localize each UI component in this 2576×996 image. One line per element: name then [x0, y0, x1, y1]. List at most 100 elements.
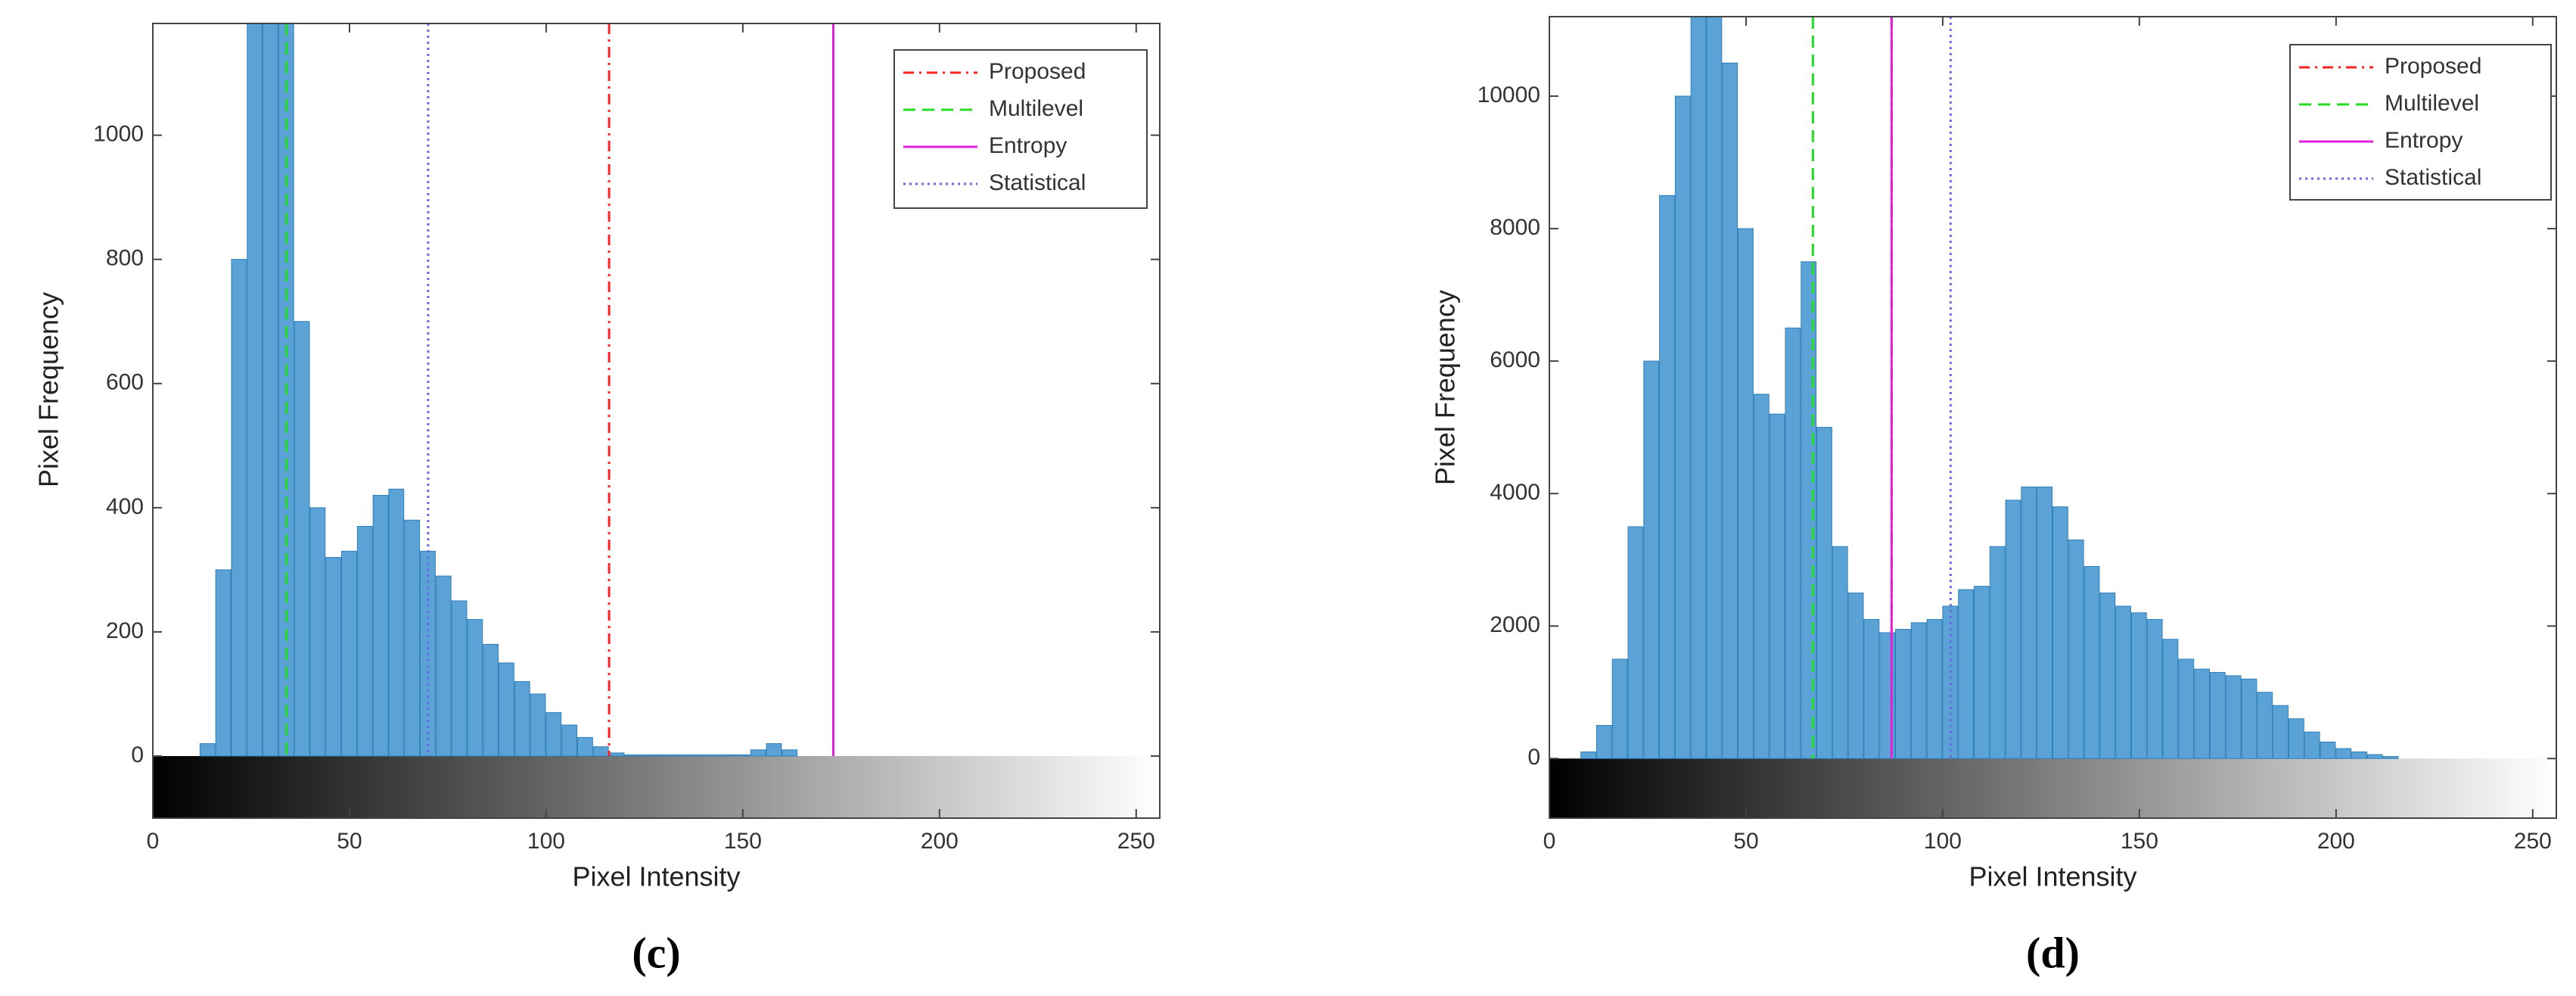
- bar: [561, 724, 578, 757]
- bar: [2304, 731, 2320, 759]
- y-tick-label: 6000: [1490, 347, 1540, 372]
- bar: [215, 569, 231, 757]
- bar: [1847, 592, 1864, 759]
- bar: [687, 754, 704, 757]
- y-tick-label: 2000: [1490, 612, 1540, 637]
- bars: [1580, 17, 2399, 759]
- bar: [1674, 95, 1691, 759]
- legend-label: Multilevel: [2385, 91, 2479, 116]
- bar: [2068, 539, 2084, 759]
- intensity-gradient: [1549, 758, 2556, 818]
- x-tick-label: 200: [921, 829, 959, 854]
- bar: [341, 550, 357, 757]
- bar: [404, 519, 421, 757]
- bar: [2099, 592, 2116, 759]
- y-axis-label: Pixel Frequency: [1430, 290, 1461, 485]
- bar: [2335, 748, 2352, 759]
- caption: (d): [2026, 928, 2080, 977]
- bar: [1643, 360, 1660, 759]
- bar: [703, 754, 719, 757]
- x-tick-label: 0: [1543, 829, 1556, 854]
- bar: [1580, 751, 1596, 759]
- bar: [2115, 605, 2131, 759]
- y-tick-label: 800: [106, 246, 144, 271]
- bar: [2083, 565, 2100, 759]
- bar: [2241, 678, 2257, 759]
- bar: [719, 754, 735, 757]
- y-tick-label: 10000: [1478, 82, 1540, 107]
- bar: [2225, 675, 2242, 759]
- y-tick-label: 200: [106, 618, 144, 643]
- bar: [2005, 500, 2021, 759]
- bar: [247, 23, 263, 757]
- bar: [2194, 668, 2210, 759]
- bars: [199, 23, 798, 757]
- legend-label: Entropy: [2385, 128, 2463, 153]
- chart: 0 200 400 600 800 1000 0 50 100 150 200 250 Pixel In…: [33, 23, 1161, 977]
- bar: [278, 23, 294, 757]
- x-tick-label: 0: [147, 829, 160, 854]
- bar: [199, 743, 216, 757]
- bar: [640, 754, 656, 757]
- bar: [2052, 506, 2068, 759]
- y-tick-label: 4000: [1490, 480, 1540, 505]
- x-tick-label: 250: [1117, 829, 1155, 854]
- bar: [2021, 486, 2037, 759]
- x-tick-label: 100: [1924, 829, 1962, 854]
- y-axis-label: Pixel Frequency: [33, 292, 64, 487]
- bar: [1659, 195, 1675, 759]
- x-tick-label: 150: [724, 829, 762, 854]
- bar: [2320, 741, 2336, 759]
- bar: [356, 525, 373, 757]
- bar: [1926, 618, 1943, 759]
- legend-label: Multilevel: [989, 96, 1083, 121]
- bar: [309, 507, 326, 757]
- bar: [451, 600, 468, 757]
- intensity-gradient: [153, 755, 1160, 818]
- bar: [499, 662, 514, 757]
- bar: [2037, 486, 2052, 759]
- bar: [1706, 17, 1723, 759]
- bar: [1785, 327, 1801, 759]
- y-tick-label: 0: [131, 742, 144, 767]
- bar: [1958, 589, 1975, 759]
- bar: [514, 681, 530, 757]
- y-tick-label: 0: [1527, 745, 1540, 770]
- bar: [1989, 546, 2006, 759]
- legend-label: Proposed: [2385, 54, 2481, 79]
- bar: [656, 754, 672, 757]
- bar: [372, 494, 389, 757]
- bar: [734, 754, 750, 757]
- bar: [1611, 658, 1628, 759]
- bar: [1816, 427, 1832, 759]
- legend-box: [2289, 44, 2552, 201]
- bar: [766, 743, 782, 757]
- bar: [1753, 394, 1770, 759]
- bar: [231, 259, 247, 757]
- bar: [467, 619, 483, 757]
- bar: [545, 712, 562, 757]
- bar: [2366, 754, 2383, 759]
- y-tick-label: 1000: [93, 122, 144, 147]
- chart: 0 2000 4000 6000 8000 10000 0 50 100 150 200 250 Pix…: [1430, 16, 2557, 977]
- bar: [2273, 705, 2289, 759]
- legend-label: Statistical: [989, 170, 1086, 195]
- bar: [1910, 622, 1927, 759]
- bar: [1722, 62, 1739, 759]
- bar: [1832, 546, 1848, 759]
- bar: [2351, 751, 2367, 759]
- y-tick-label: 600: [106, 370, 144, 395]
- x-tick-label: 200: [2317, 829, 2355, 854]
- x-axis-label: Pixel Intensity: [1969, 861, 2136, 892]
- legend-label: Proposed: [989, 59, 1086, 84]
- bar: [2257, 692, 2273, 759]
- bar: [1690, 17, 1707, 759]
- bar: [782, 749, 798, 757]
- bar: [2130, 612, 2147, 759]
- x-tick-label: 50: [337, 829, 362, 854]
- legend-label: Statistical: [2385, 165, 2481, 190]
- bar: [1627, 526, 1644, 759]
- bar: [577, 736, 593, 757]
- y-tick-label: 400: [106, 494, 144, 519]
- bar: [671, 754, 688, 757]
